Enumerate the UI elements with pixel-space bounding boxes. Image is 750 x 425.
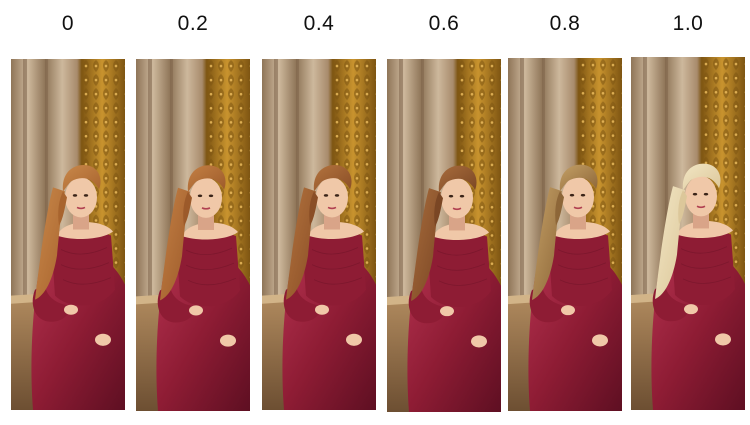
panel-label: 0.8 — [549, 12, 581, 35]
portrait-image — [387, 59, 501, 412]
panel-label: 0 — [61, 12, 75, 35]
portrait-image — [262, 59, 376, 410]
portrait-image — [631, 57, 745, 410]
portrait-image — [11, 59, 125, 410]
portrait-image — [136, 59, 250, 411]
panel-label: 0.4 — [303, 12, 335, 35]
panel-label: 0.2 — [177, 12, 209, 35]
panel-label: 0.6 — [428, 12, 460, 35]
portrait-image — [508, 58, 622, 411]
panel-label: 1.0 — [672, 12, 704, 35]
